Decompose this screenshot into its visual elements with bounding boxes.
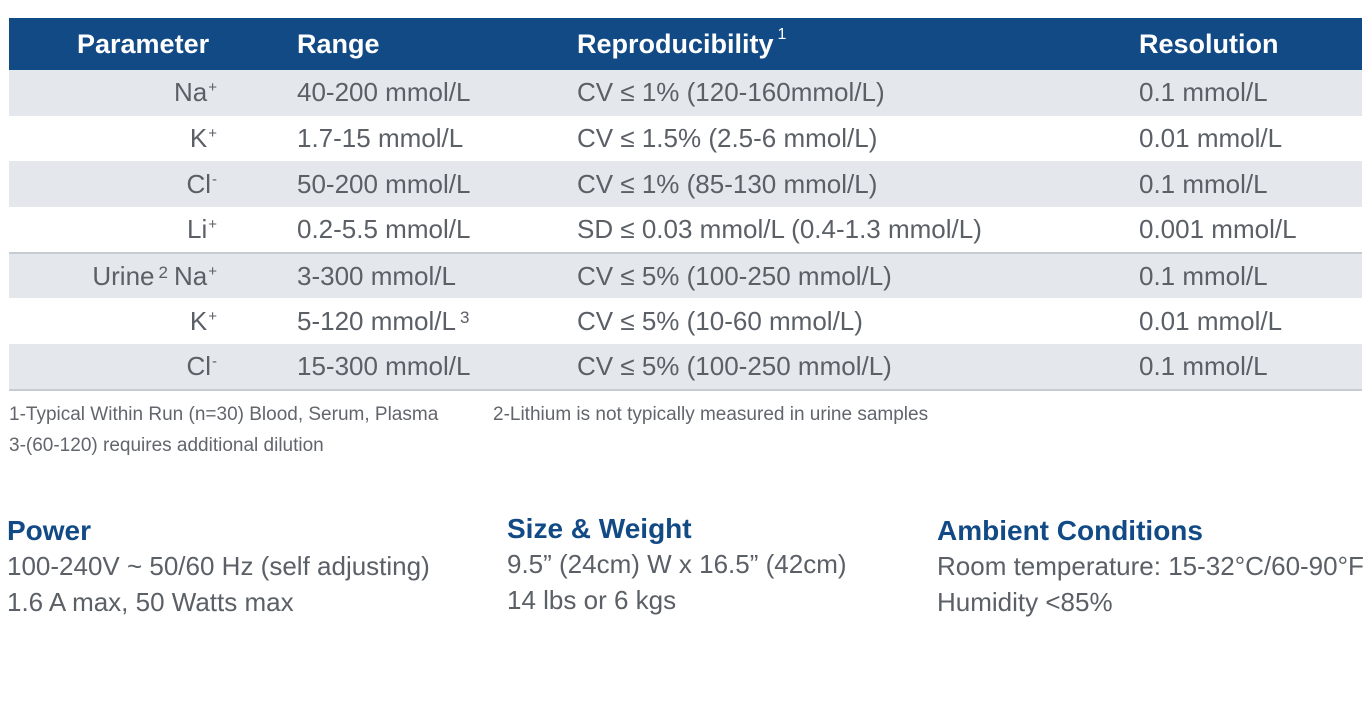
resolution-cell: 0.001 mmol/L <box>1139 213 1297 244</box>
range-value: 5-120 mmol/L <box>297 305 456 336</box>
size-weight-spec: Size & Weight 9.5” (24cm) W x 16.5” (42c… <box>507 512 847 618</box>
resolution-cell: 0.1 mmol/L <box>1077 344 1362 391</box>
table-row: Cl- 15-300 mmol/L CV ≤ 5% (100-250 mmol/… <box>9 344 1362 391</box>
reproducibility-cell: CV ≤ 5% (100-250 mmol/L) <box>515 251 1077 299</box>
specifications-table: Parameter Range Reproducibility 1 Resolut… <box>9 18 1362 391</box>
table-row: K+ 5-120 mmol/L 3 CV ≤ 5% (10-60 mmol/L) … <box>9 298 1362 344</box>
ion-charge: + <box>208 262 217 280</box>
reproducibility-cell: SD ≤ 0.03 mmol/L (0.4-1.3 mmol/L) <box>577 213 982 244</box>
ion-charge: - <box>212 170 217 188</box>
reproducibility-cell: CV ≤ 1% (120-160mmol/L) <box>577 77 885 108</box>
ion-symbol: Na <box>173 77 208 108</box>
range-cell: 0.2-5.5 mmol/L <box>297 213 471 244</box>
range-cell: 40-200 mmol/L <box>297 77 471 108</box>
ion-symbol: Cl <box>186 350 211 381</box>
header-reproducibility: Reproducibility 1 <box>515 18 1077 70</box>
parameter-cell: Urine 2 Na+ <box>9 251 235 299</box>
table-row: Urine 2 Na+ 3-300 mmol/L CV ≤ 5% (100-250 … <box>9 251 1362 299</box>
ion-charge: + <box>208 215 217 233</box>
reproducibility-cell: CV ≤ 1% (85-130 mmol/L) <box>577 168 878 199</box>
group-label: Urine <box>92 260 155 291</box>
footnote-3: 3-(60-120) requires additional dilution <box>9 435 324 456</box>
ambient-conditions-title: Ambient Conditions <box>937 515 1203 546</box>
ion-charge: + <box>208 307 217 325</box>
ion-symbol: Na <box>173 260 208 291</box>
ion-charge: + <box>208 79 217 97</box>
power-title: Power <box>7 515 92 546</box>
header-resolution: Resolution <box>1139 28 1279 59</box>
range-cell: 5-120 mmol/L 3 <box>235 298 515 344</box>
power-line: 100-240V ~ 50/60 Hz (self adjusting) <box>7 551 430 581</box>
header-reproducibility-label: Reproducibility <box>577 28 774 59</box>
parameter-cell: K+ <box>9 116 235 162</box>
table-row: Na+ 40-200 mmol/L CV ≤ 1% (120-160mmol/L… <box>9 70 1362 116</box>
table-row: Li+ 0.2-5.5 mmol/L SD ≤ 0.03 mmol/L (0.4… <box>9 207 1362 253</box>
table-row: K+ 1.7-15 mmol/L CV ≤ 1.5% (2.5-6 mmol/L… <box>9 116 1362 162</box>
ion-symbol: Cl <box>186 168 211 199</box>
ion-charge: + <box>208 125 217 143</box>
table-row: Cl- 50-200 mmol/L CV ≤ 1% (85-130 mmol/L… <box>9 161 1362 208</box>
range-cell: 50-200 mmol/L <box>297 168 471 199</box>
range-cell: 1.7-15 mmol/L <box>297 123 464 154</box>
ion-charge: - <box>212 352 217 370</box>
footnote-1: 1-Typical Within Run (n=30) Blood, Serum… <box>9 404 439 425</box>
header-range: Range <box>297 28 380 59</box>
resolution-cell: 0.1 mmol/L <box>1139 77 1268 108</box>
resolution-cell: 0.01 mmol/L <box>1139 305 1283 336</box>
power-line: 1.6 A max, 50 Watts max <box>7 587 294 617</box>
resolution-cell: 0.1 mmol/L <box>1077 251 1362 299</box>
range-cell: 15-300 mmol/L <box>235 344 515 391</box>
group-footnote-ref: 2 <box>158 262 168 282</box>
power-spec: Power 100-240V ~ 50/60 Hz (self adjustin… <box>7 514 430 620</box>
size-weight-line: 14 lbs or 6 kgs <box>507 585 677 615</box>
reproducibility-cell: CV ≤ 5% (10-60 mmol/L) <box>577 305 863 336</box>
size-weight-line: 9.5” (24cm) W x 16.5” (42cm) <box>507 549 847 579</box>
ambient-conditions-line: Room temperature: 15-32°C/60-90°F <box>937 551 1364 581</box>
parameter-cell: Cl- <box>9 344 235 391</box>
parameter-cell: Na+ <box>9 70 235 116</box>
range-footnote-ref: 3 <box>459 307 470 327</box>
parameter-cell: K+ <box>9 298 235 344</box>
ambient-conditions-line: Humidity <85% <box>937 587 1113 617</box>
reproducibility-cell: CV ≤ 5% (100-250 mmol/L) <box>515 344 1077 391</box>
ambient-conditions-spec: Ambient Conditions Room temperature: 15-… <box>937 514 1364 620</box>
ion-symbol: K <box>189 305 208 336</box>
header-parameter: Parameter <box>77 28 210 59</box>
resolution-cell: 0.1 mmol/L <box>1139 168 1268 199</box>
ion-symbol: Li <box>186 213 208 244</box>
parameter-cell: Cl- <box>9 161 235 207</box>
table-header-row: Parameter Range Reproducibility 1 Resolut… <box>9 18 1362 70</box>
header-reproducibility-footnote-ref: 1 <box>777 25 787 43</box>
reproducibility-cell: CV ≤ 1.5% (2.5-6 mmol/L) <box>577 123 878 154</box>
footnote-2: 2-Lithium is not typically measured in u… <box>493 404 929 425</box>
resolution-cell: 0.01 mmol/L <box>1139 123 1283 154</box>
range-cell: 3-300 mmol/L <box>235 251 515 299</box>
parameter-cell: Li+ <box>9 207 235 253</box>
size-weight-title: Size & Weight <box>507 513 692 544</box>
ion-symbol: K <box>189 123 208 154</box>
